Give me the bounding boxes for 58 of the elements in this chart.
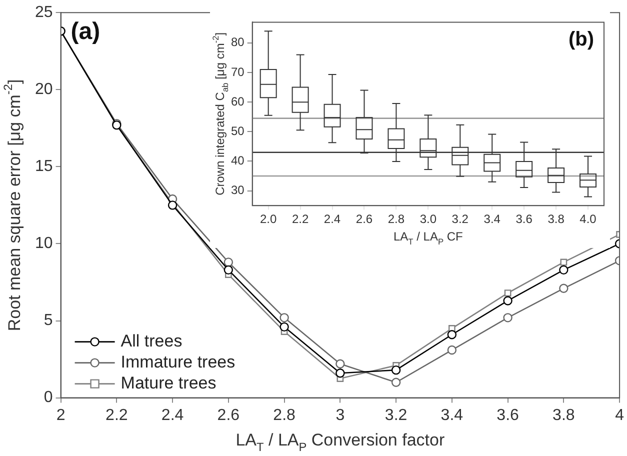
y-tick-label: 25 xyxy=(35,4,53,22)
annotation: (b) xyxy=(568,28,594,51)
x-tick-label: 2.8 xyxy=(388,212,405,226)
legend-label: Immature trees xyxy=(120,352,236,372)
y-tick-label: 0 xyxy=(44,389,53,406)
x-tick-label: 3.6 xyxy=(496,406,520,424)
x-tick-label: 4.0 xyxy=(580,212,597,226)
annotation: (a) xyxy=(70,18,100,46)
point xyxy=(168,200,178,210)
y-tick-label: 40 xyxy=(230,154,245,168)
legend-label: All trees xyxy=(120,331,182,350)
y-tick-label: 60 xyxy=(230,94,245,108)
y-tick-label: 10 xyxy=(35,235,53,252)
x-tick-label: 2.0 xyxy=(260,212,277,226)
y-tick-label: 70 xyxy=(230,64,245,79)
point xyxy=(336,368,345,378)
point xyxy=(559,284,568,294)
y-tick-label: 30 xyxy=(230,183,245,198)
x-tick-label: 2.8 xyxy=(273,406,296,424)
point xyxy=(447,330,457,340)
x-tick-label: 2.6 xyxy=(217,406,240,424)
x-tick-label: 2.4 xyxy=(324,212,341,226)
point xyxy=(504,290,512,296)
y-tick-label: 20 xyxy=(35,81,53,98)
x-tick-label: 3.2 xyxy=(452,212,469,226)
point xyxy=(503,313,512,322)
point xyxy=(280,322,289,332)
x-tick-label: 4 xyxy=(615,406,624,424)
x-tick-label: 3.8 xyxy=(548,212,565,226)
x-tick-label: 3.4 xyxy=(440,406,464,424)
point xyxy=(559,265,568,275)
x-tick-label: 2.2 xyxy=(106,406,128,424)
point xyxy=(560,258,568,266)
y-tick-label: 50 xyxy=(230,124,245,138)
legend-label: Mature trees xyxy=(120,373,216,392)
point xyxy=(224,258,234,267)
y-axis-title: Crown integrated Cab [μg cm-2] xyxy=(210,32,230,196)
point xyxy=(336,359,345,369)
point xyxy=(447,345,457,355)
y-axis-title: Root mean square error [μg cm-2] xyxy=(0,79,24,332)
point xyxy=(224,265,234,275)
x-tick-label: 3.2 xyxy=(384,406,408,424)
y-tick-label: 5 xyxy=(44,312,53,330)
x-tick-label: 2.4 xyxy=(161,406,184,424)
y-tick-label: 80 xyxy=(230,35,245,50)
x-tick-label: 3.0 xyxy=(420,212,437,226)
x-tick-label: 3.4 xyxy=(484,212,501,226)
x-tick-label: 2 xyxy=(56,406,66,424)
point xyxy=(391,365,401,375)
x-tick-label: 2.6 xyxy=(356,212,373,226)
y-tick-label: 15 xyxy=(35,158,53,176)
point xyxy=(391,378,401,387)
x-tick-label: 3.8 xyxy=(552,406,575,424)
x-tick-label: 2.2 xyxy=(292,212,309,226)
point xyxy=(280,313,289,322)
point xyxy=(503,296,512,306)
x-tick-label: 3.6 xyxy=(516,212,533,226)
x-tick-label: 3 xyxy=(336,406,345,424)
